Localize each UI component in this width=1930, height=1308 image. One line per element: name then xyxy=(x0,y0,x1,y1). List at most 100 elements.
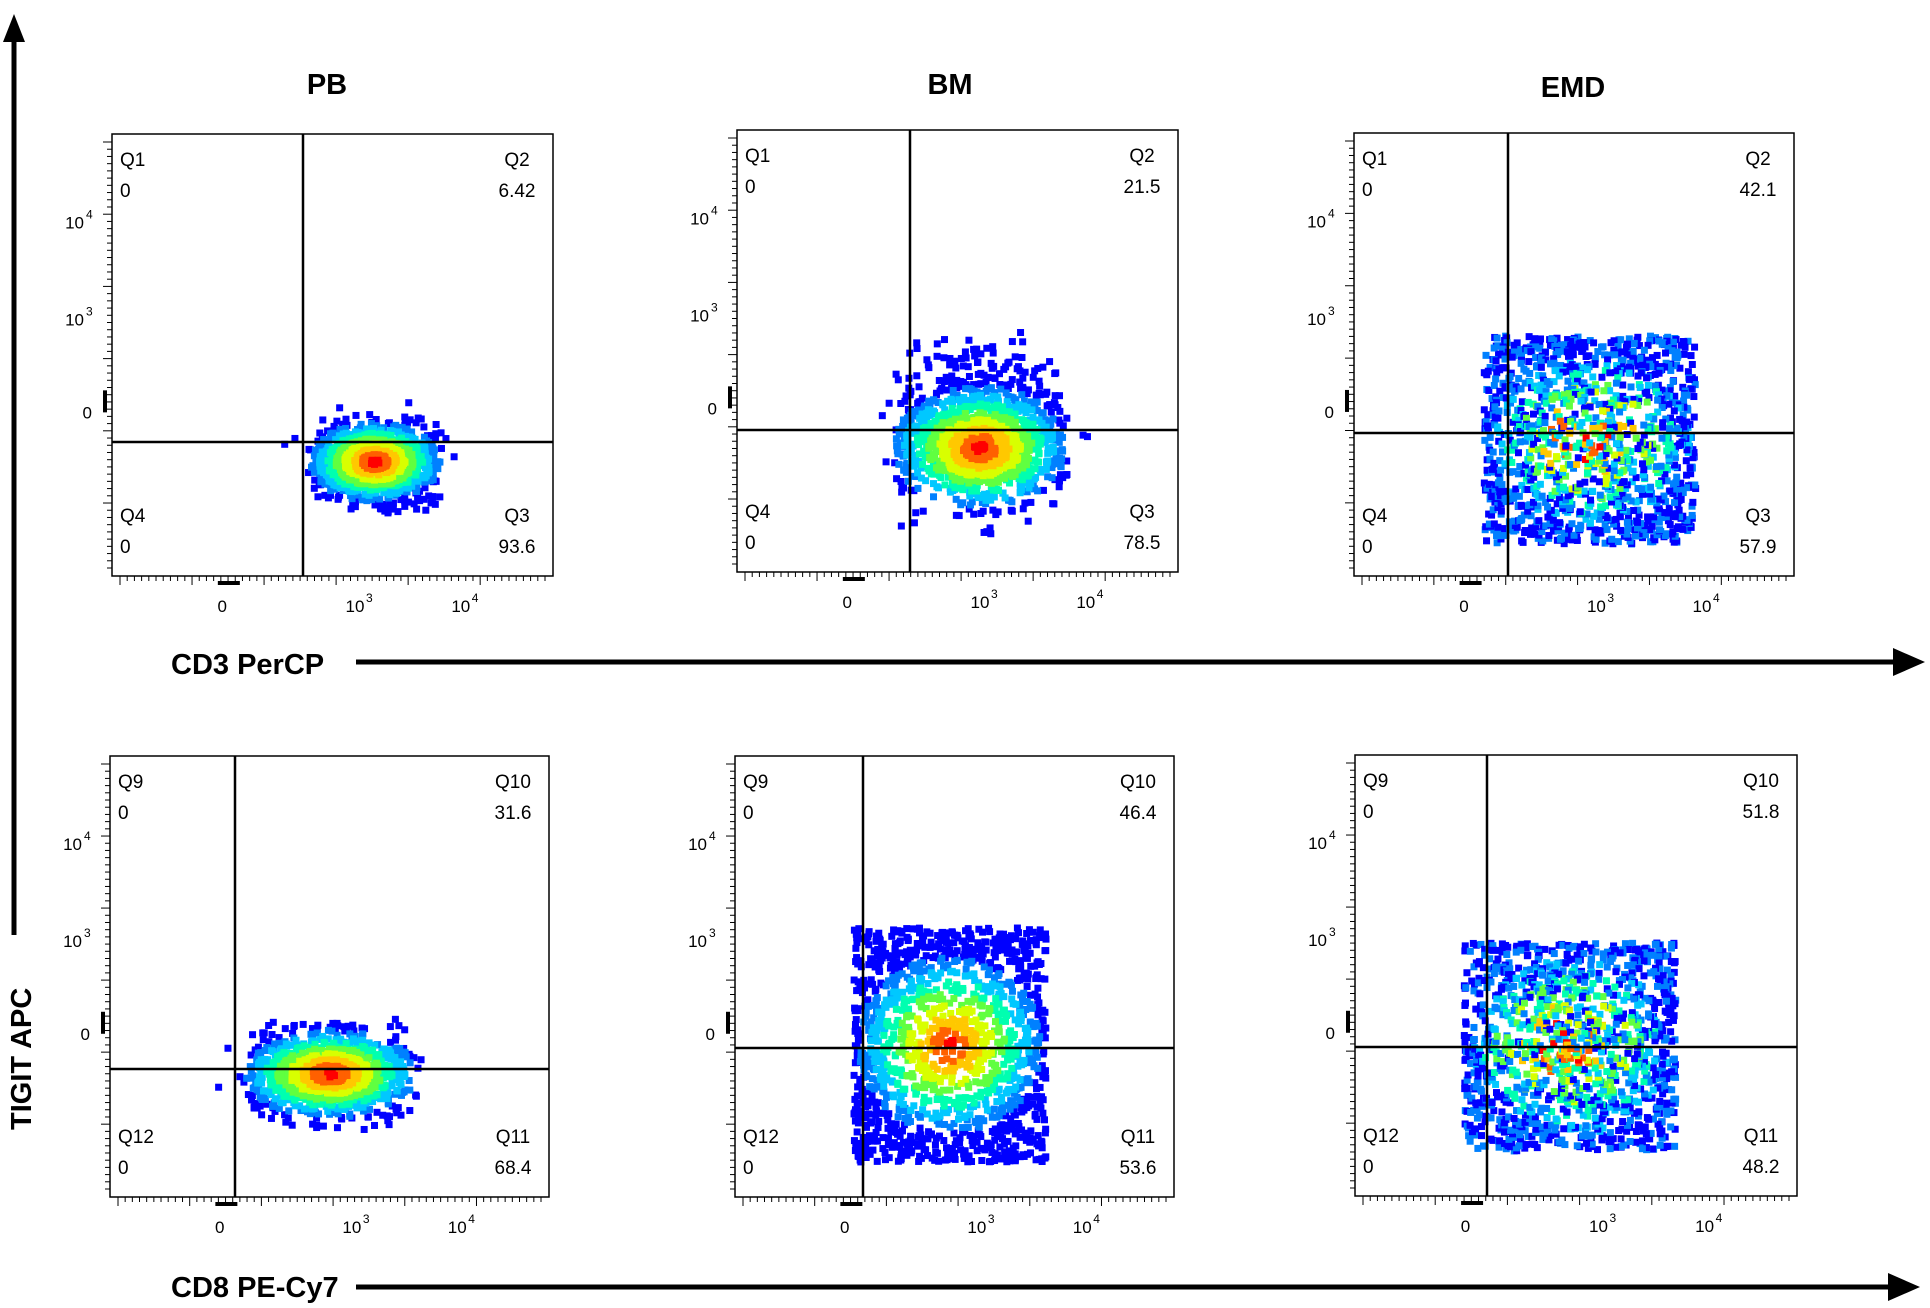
event-dot xyxy=(1526,433,1534,441)
event-dot xyxy=(1011,410,1019,418)
event-dot xyxy=(365,491,373,499)
event-dot xyxy=(364,1113,372,1121)
event-dot xyxy=(1531,335,1539,343)
event-dot xyxy=(1595,424,1603,432)
event-dot xyxy=(1530,440,1538,448)
y-tick-label: 0 xyxy=(81,1025,90,1044)
event-dot xyxy=(311,476,319,484)
event-dot xyxy=(1488,395,1496,403)
quadrant-percent: 0 xyxy=(745,533,756,554)
event-dot xyxy=(267,1114,275,1122)
event-dot xyxy=(1055,454,1063,462)
event-dot xyxy=(1524,485,1532,493)
event-dot xyxy=(998,422,1006,430)
event-dot xyxy=(943,386,951,394)
event-dot xyxy=(1551,342,1559,350)
event-dot xyxy=(1581,478,1589,486)
event-dot xyxy=(1517,385,1525,393)
quadrant-name: Q1 xyxy=(745,146,770,167)
event-dot xyxy=(965,372,973,380)
event-dot xyxy=(1674,523,1682,531)
event-dot xyxy=(1547,438,1555,446)
event-dot xyxy=(1508,458,1516,466)
event-dot xyxy=(987,496,995,504)
event-dot xyxy=(1665,451,1673,459)
event-dot xyxy=(412,419,420,427)
event-dot xyxy=(1522,414,1530,422)
event-dot xyxy=(1483,466,1491,474)
event-dot xyxy=(1591,381,1599,389)
event-dot xyxy=(982,378,990,386)
event-dot xyxy=(258,1111,266,1119)
event-dot xyxy=(333,1124,341,1132)
event-dot xyxy=(940,378,948,386)
event-dot xyxy=(367,420,375,428)
event-dot xyxy=(1582,515,1590,523)
event-dot xyxy=(995,416,1003,424)
y-tick-label: 10 xyxy=(1307,310,1326,329)
event-dot xyxy=(930,493,938,501)
event-dot xyxy=(933,340,941,348)
event-dot xyxy=(1586,403,1594,411)
event-dot xyxy=(1490,381,1498,389)
event-dot xyxy=(1616,449,1624,457)
quadrant-percent: 0 xyxy=(1362,537,1373,558)
event-dot xyxy=(1030,431,1038,439)
event-dot xyxy=(1654,396,1662,404)
event-dot xyxy=(1577,397,1585,405)
event-dot xyxy=(976,443,984,451)
event-dot xyxy=(1635,342,1643,350)
event-dot xyxy=(945,454,953,462)
event-dot xyxy=(1044,473,1052,481)
event-dot xyxy=(1680,350,1688,358)
event-dot xyxy=(1644,517,1652,525)
event-dot xyxy=(1498,440,1506,448)
event-dot xyxy=(933,352,941,360)
event-dot xyxy=(1498,345,1506,353)
event-dot xyxy=(1617,457,1625,465)
event-dot xyxy=(980,371,988,379)
event-dot xyxy=(915,458,923,466)
event-dot xyxy=(1538,528,1546,536)
event-dot xyxy=(1491,460,1499,468)
event-dot xyxy=(994,393,1002,401)
event-dot xyxy=(897,478,905,486)
event-dot xyxy=(991,486,999,494)
event-dot xyxy=(1666,425,1674,433)
event-dot xyxy=(999,489,1007,497)
event-dot xyxy=(1510,489,1518,497)
event-dot xyxy=(878,412,886,420)
event-dot xyxy=(1491,485,1499,493)
event-dot xyxy=(1616,434,1624,442)
event-dot xyxy=(1041,416,1049,424)
event-dot xyxy=(1559,468,1567,476)
event-dot xyxy=(1576,439,1584,447)
event-dot xyxy=(1528,445,1536,453)
event-dot xyxy=(941,336,949,344)
event-dot xyxy=(935,376,943,384)
event-dot xyxy=(1590,512,1598,520)
event-dot xyxy=(1662,513,1670,521)
event-dot xyxy=(1517,346,1525,354)
event-dot xyxy=(1561,341,1569,349)
event-dot xyxy=(420,433,428,441)
event-dot xyxy=(1544,503,1552,511)
event-dot xyxy=(1688,511,1696,519)
event-dot xyxy=(1615,402,1623,410)
event-dot xyxy=(1568,485,1576,493)
event-dot xyxy=(1584,414,1592,422)
event-dot xyxy=(383,1112,391,1120)
event-dot xyxy=(985,490,993,498)
x-tick-label: 10 xyxy=(1587,597,1606,616)
event-dot xyxy=(932,448,940,456)
event-dot xyxy=(989,349,997,357)
event-dot xyxy=(1682,484,1690,492)
event-dot xyxy=(1679,489,1687,497)
event-dot xyxy=(391,1046,399,1054)
event-dot xyxy=(1679,525,1687,533)
event-dot xyxy=(1684,337,1692,345)
event-dot xyxy=(1591,526,1599,534)
event-dot xyxy=(1595,515,1603,523)
event-dot xyxy=(432,430,440,438)
